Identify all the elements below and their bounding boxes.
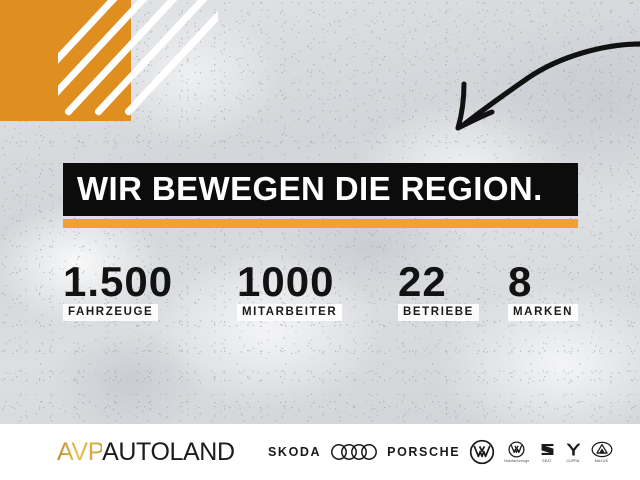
skoda-wordmark: SKODA [268, 445, 322, 459]
headline-black-bar: WIR BEWEGEN DIE REGION. [63, 163, 578, 216]
audi-rings-icon [331, 444, 378, 460]
brand-logo-audi[interactable] [330, 443, 378, 461]
stat-label: BETRIEBE [398, 304, 479, 321]
diagonal-stripe [123, 0, 218, 117]
headline-banner: WIR BEWEGEN DIE REGION. [63, 163, 578, 228]
seat-caption: SEAT [542, 458, 552, 463]
curved-arrow-icon [455, 41, 640, 131]
avp-logo-mark: AVP [57, 438, 103, 466]
brand-logo-cupra[interactable]: CUPRA [565, 441, 582, 464]
stats-row: 1.500 FAHRZEUGE 1000 MITARBEITER 22 BETR… [63, 258, 579, 324]
stat-betriebe: 22 BETRIEBE [398, 258, 479, 321]
cupra-caption: CUPRA [566, 458, 580, 463]
diagonal-stripes [58, 0, 218, 118]
stat-number: 22 [398, 258, 447, 305]
stat-label: MARKEN [508, 304, 579, 321]
headline-orange-underline [63, 219, 578, 228]
headline-text: WIR BEWEGEN DIE REGION. [77, 170, 543, 207]
footer-bar: AVPAUTOLAND SKODA [0, 424, 640, 480]
vw-nutzfahrzeuge-icon [508, 440, 525, 458]
stat-marken: 8 MARKEN [508, 258, 579, 321]
porsche-wordmark: PORSCHE [387, 445, 461, 459]
stat-number: 1000 [237, 258, 335, 305]
vw-nutzfahrzeuge-caption: Nutzfahrzeuge [504, 458, 530, 463]
stat-number: 8 [508, 258, 533, 305]
stat-fahrzeuge: 1.500 FAHRZEUGE [63, 258, 174, 321]
cupra-mark-icon [566, 443, 580, 455]
vw-circle-icon [470, 439, 495, 465]
brand-logo-skoda[interactable]: SKODA [268, 445, 321, 459]
stat-number: 1.500 [63, 258, 174, 305]
brand-logo-volkswagen[interactable] [469, 439, 495, 465]
stat-mitarbeiter: 1000 MITARBEITER [237, 258, 343, 321]
seat-mark-icon [541, 443, 553, 455]
maxus-mark-icon [591, 441, 612, 457]
brand-logo-maxus[interactable]: MAXUS [591, 441, 613, 464]
stat-label: MITARBEITER [237, 304, 343, 321]
avp-logo-word: AUTOLAND [102, 438, 235, 466]
brand-logo-strip: SKODA PORSCHE [268, 436, 613, 468]
avp-autoland-logo[interactable]: AVPAUTOLAND [57, 438, 235, 466]
stat-label: FAHRZEUGE [63, 304, 159, 321]
brand-logo-porsche[interactable]: PORSCHE [387, 445, 460, 459]
brand-logo-seat[interactable]: SEAT [539, 441, 556, 464]
brand-logo-vw-nutzfahrzeuge[interactable]: Nutzfahrzeuge [504, 440, 530, 464]
maxus-caption: MAXUS [594, 458, 609, 463]
